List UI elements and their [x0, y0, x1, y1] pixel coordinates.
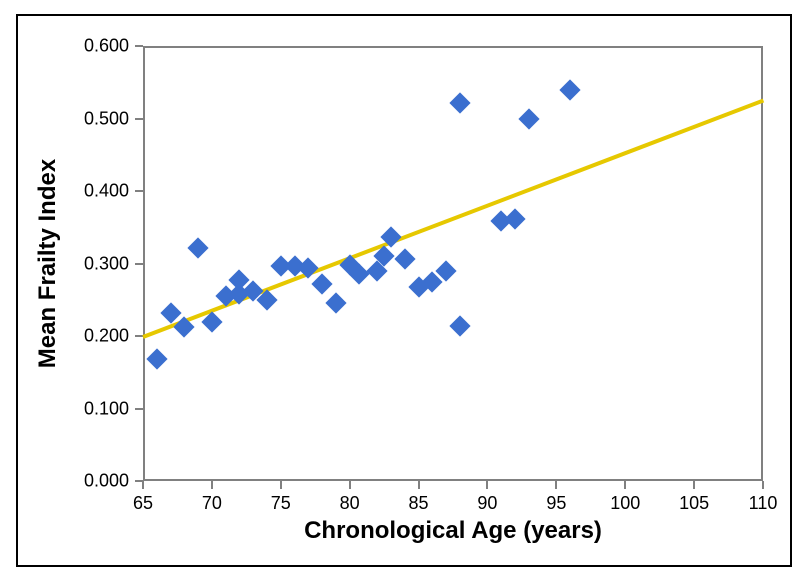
x-tick	[693, 481, 695, 489]
y-tick-label: 0.500	[75, 108, 129, 129]
x-tick	[211, 481, 213, 489]
x-tick	[418, 481, 420, 489]
y-tick-label: 0.600	[75, 36, 129, 57]
x-tick-label: 100	[610, 493, 640, 514]
x-tick-label: 110	[749, 493, 778, 514]
x-tick	[349, 481, 351, 489]
x-tick	[486, 481, 488, 489]
y-tick-label: 0.100	[75, 398, 129, 419]
y-axis-label: Mean Frailty Index	[34, 46, 62, 481]
y-tick-label: 0.300	[75, 253, 129, 274]
y-tick	[135, 45, 143, 47]
y-tick	[135, 408, 143, 410]
x-tick-label: 105	[679, 493, 709, 514]
plot-area	[143, 46, 763, 481]
x-tick	[762, 481, 764, 489]
x-tick	[555, 481, 557, 489]
x-tick-label: 90	[477, 493, 497, 514]
x-tick-label: 65	[133, 493, 153, 514]
x-tick-label: 85	[409, 493, 429, 514]
scatter-chart: Mean Frailty Index Chronological Age (ye…	[18, 16, 790, 565]
y-tick-label: 0.200	[75, 326, 129, 347]
y-tick-label: 0.400	[75, 181, 129, 202]
x-tick-label: 75	[271, 493, 291, 514]
y-tick-label: 0.000	[75, 471, 129, 492]
x-tick-label: 95	[546, 493, 566, 514]
x-tick	[624, 481, 626, 489]
chart-frame: Mean Frailty Index Chronological Age (ye…	[16, 14, 792, 567]
y-tick	[135, 190, 143, 192]
y-tick	[135, 480, 143, 482]
x-tick-label: 70	[202, 493, 222, 514]
y-tick	[135, 118, 143, 120]
x-tick	[142, 481, 144, 489]
x-axis-label: Chronological Age (years)	[143, 517, 763, 545]
x-tick	[280, 481, 282, 489]
y-tick	[135, 263, 143, 265]
x-tick-label: 80	[340, 493, 360, 514]
